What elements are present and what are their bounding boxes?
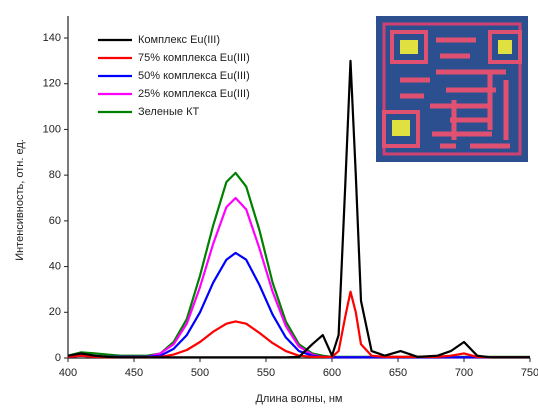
legend-label: Комплекс Eu(III)	[138, 34, 220, 46]
x-tick-label: 750	[521, 367, 538, 379]
y-tick-label: 100	[43, 123, 61, 135]
x-tick-label: 700	[455, 367, 473, 379]
series-line	[67, 59, 530, 359]
y-tick-label: 60	[49, 215, 61, 227]
inset-photo	[376, 16, 528, 162]
y-tick-label: 0	[55, 352, 61, 364]
legend-label: 25% комплекса Eu(III)	[138, 88, 250, 100]
legend-label: 50% комплекса Eu(III)	[138, 70, 250, 82]
y-tick-label: 140	[43, 32, 61, 44]
series-line	[67, 196, 530, 359]
legend-label: 75% комплекса Eu(III)	[138, 52, 250, 64]
x-tick-label: 600	[323, 367, 341, 379]
y-tick-label: 40	[49, 260, 61, 272]
y-axis-label: Интенсивность, отн. ед.	[14, 139, 26, 261]
y-tick-label: 120	[43, 78, 61, 90]
x-axis-label: Длина волны, нм	[255, 393, 342, 405]
x-tick-label: 650	[389, 367, 407, 379]
x-tick-label: 550	[257, 367, 275, 379]
x-tick-label: 400	[59, 367, 77, 379]
y-tick-label: 80	[49, 169, 61, 181]
series-line	[67, 171, 530, 358]
series-line	[67, 251, 530, 359]
y-tick-label: 20	[49, 306, 61, 318]
x-tick-label: 500	[191, 367, 209, 379]
legend-label: Зеленые КТ	[138, 106, 199, 118]
x-tick-label: 450	[125, 367, 143, 379]
